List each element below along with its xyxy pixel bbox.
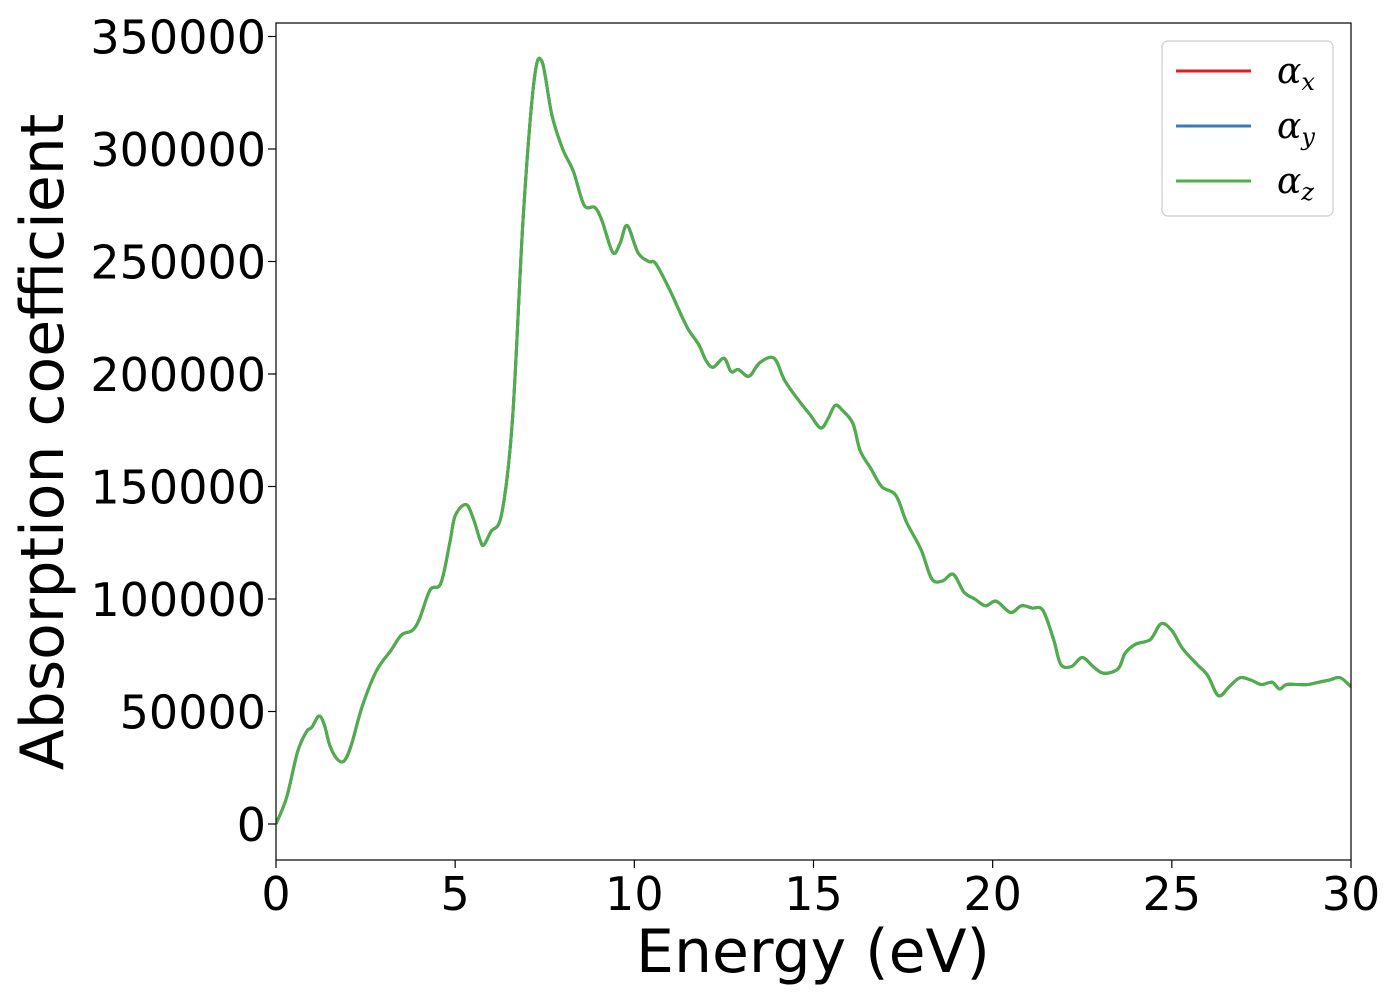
y-tick-label: 100000 — [90, 573, 266, 627]
x-tick-label: 30 — [1322, 867, 1381, 921]
y-tick-label: 250000 — [90, 236, 266, 290]
y-tick-label: 200000 — [90, 348, 266, 402]
x-axis-title: Energy (eV) — [636, 917, 990, 987]
legend-label-alpha-y: αy — [1277, 106, 1315, 151]
legend-label-alpha-z: αz — [1277, 161, 1314, 206]
y-tick-label: 150000 — [90, 461, 266, 515]
y-tick-label: 350000 — [90, 11, 266, 65]
x-tick-label: 15 — [784, 867, 843, 921]
y-tick-label: 300000 — [90, 123, 266, 177]
y-tick-label: 50000 — [120, 686, 266, 740]
x-tick-label: 0 — [261, 867, 290, 921]
y-axis-title: Absorption coefficient — [8, 114, 78, 771]
y-tick-label: 0 — [237, 798, 266, 852]
legend-box — [1161, 40, 1334, 217]
x-tick-label: 5 — [441, 867, 470, 921]
x-tick-label: 25 — [1143, 867, 1202, 921]
series-line-alpha-z — [276, 56, 1351, 825]
x-tick-label: 10 — [605, 867, 664, 921]
x-tick-label: 20 — [963, 867, 1022, 921]
legend-label-alpha-x: αx — [1277, 51, 1315, 96]
